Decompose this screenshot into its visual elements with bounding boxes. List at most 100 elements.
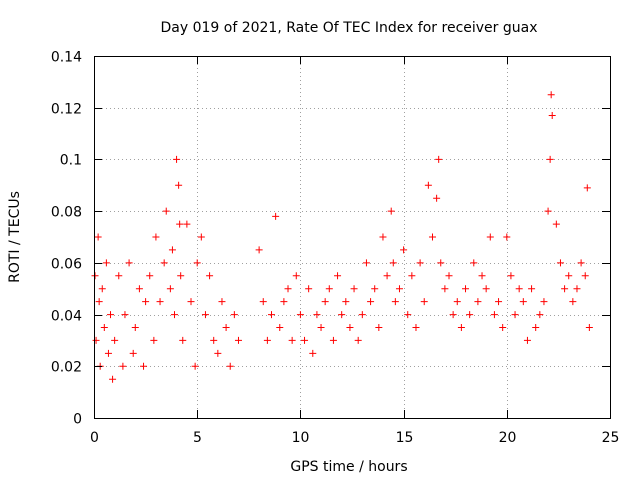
data-point <box>367 298 375 306</box>
data-point <box>362 259 370 267</box>
data-point <box>540 298 548 306</box>
data-point <box>255 246 263 254</box>
data-point <box>317 324 325 331</box>
data-point <box>466 311 474 319</box>
data-point <box>532 324 540 331</box>
x-tick-label: 25 <box>602 430 620 446</box>
data-point <box>583 184 591 192</box>
data-point <box>135 285 143 293</box>
data-point <box>292 272 300 280</box>
data-point <box>197 233 205 241</box>
data-point <box>449 311 457 319</box>
data-point <box>296 311 304 319</box>
data-point <box>470 259 478 267</box>
data-point <box>573 285 581 293</box>
data-point <box>569 298 577 306</box>
data-point <box>206 272 214 280</box>
data-point <box>548 111 556 119</box>
data-point <box>111 336 119 344</box>
data-point <box>400 246 408 254</box>
data-point <box>230 311 238 319</box>
data-point <box>179 336 187 344</box>
data-point <box>305 285 313 293</box>
x-tick-label: 15 <box>396 430 414 446</box>
data-point <box>170 311 178 319</box>
data-point <box>280 298 288 306</box>
data-point <box>177 272 185 280</box>
y-tick-label: 0.02 <box>51 360 82 376</box>
data-point <box>354 336 362 344</box>
data-point <box>412 324 420 331</box>
data-point <box>214 349 222 357</box>
data-point <box>482 285 490 293</box>
data-point <box>420 298 428 306</box>
data-point <box>268 311 276 319</box>
data-point <box>107 311 115 319</box>
y-tick-label: 0.04 <box>51 309 82 325</box>
data-point <box>125 259 133 267</box>
data-point <box>383 272 391 280</box>
data-point <box>371 285 379 293</box>
data-point <box>173 155 181 163</box>
data-point <box>176 220 184 228</box>
data-point <box>94 233 102 241</box>
data-point <box>313 311 321 319</box>
data-point <box>91 272 99 280</box>
data-point <box>561 285 569 293</box>
data-points <box>91 91 593 383</box>
data-point <box>234 336 242 344</box>
data-point <box>193 259 201 267</box>
data-point <box>119 362 127 370</box>
data-point <box>536 311 544 319</box>
data-point <box>201 311 209 319</box>
data-point <box>435 155 443 163</box>
data-point <box>437 259 445 267</box>
data-point <box>486 233 494 241</box>
data-point <box>309 349 317 357</box>
data-point <box>424 181 432 189</box>
data-point <box>276 324 284 331</box>
data-point <box>226 362 234 370</box>
x-axis-label: GPS time / hours <box>290 459 407 475</box>
grid <box>94 56 610 418</box>
data-point <box>379 233 387 241</box>
data-point <box>152 233 160 241</box>
data-point <box>301 336 309 344</box>
x-tick-label: 5 <box>193 430 202 446</box>
data-point <box>503 233 511 241</box>
data-point <box>162 207 170 215</box>
data-point <box>433 194 441 202</box>
y-tick-label: 0.12 <box>51 102 82 118</box>
data-point <box>495 298 503 306</box>
data-point <box>453 298 461 306</box>
data-point <box>358 311 366 319</box>
data-point <box>511 311 519 319</box>
data-point <box>156 298 164 306</box>
data-point <box>515 285 523 293</box>
data-point <box>375 324 383 331</box>
data-point <box>445 272 453 280</box>
data-point <box>142 298 150 306</box>
data-point <box>507 272 515 280</box>
data-point <box>263 336 271 344</box>
data-point <box>140 362 148 370</box>
data-point <box>259 298 267 306</box>
data-point <box>121 311 129 319</box>
data-point <box>146 272 154 280</box>
data-point <box>92 336 100 344</box>
y-tick-label: 0.14 <box>51 50 82 66</box>
data-point <box>474 298 482 306</box>
data-point <box>329 336 337 344</box>
data-point <box>581 272 589 280</box>
data-point <box>342 298 350 306</box>
data-point <box>150 336 158 344</box>
data-point <box>98 285 106 293</box>
data-point <box>478 272 486 280</box>
chart-title: Day 019 of 2021, Rate Of TEC Index for r… <box>161 20 538 36</box>
data-point <box>218 298 226 306</box>
data-point <box>408 272 416 280</box>
y-tick-label: 0.06 <box>51 257 82 273</box>
data-point <box>546 155 554 163</box>
data-point <box>462 285 470 293</box>
data-point <box>523 336 531 344</box>
